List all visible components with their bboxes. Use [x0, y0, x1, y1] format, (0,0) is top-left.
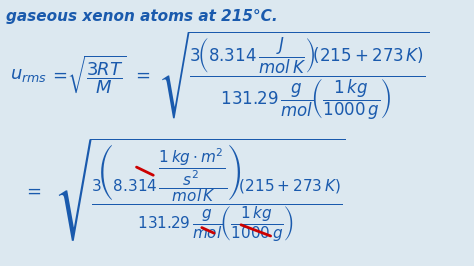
Text: $=$: $=$	[132, 66, 150, 84]
Text: $u_{rms}$: $u_{rms}$	[10, 66, 47, 84]
Text: $=$: $=$	[49, 66, 68, 84]
Text: $=$: $=$	[23, 182, 42, 200]
Text: $\sqrt{\dfrac{3\!\left(8.314\,\dfrac{J}{mol\,K}\right)\!(215+273\,K)}{131.29\,\d: $\sqrt{\dfrac{3\!\left(8.314\,\dfrac{J}{…	[158, 29, 429, 122]
Text: gaseous xenon atoms at 215°C.: gaseous xenon atoms at 215°C.	[6, 9, 277, 24]
Text: $\sqrt{\dfrac{3\!\left(8.314\,\dfrac{\dfrac{1\,kg\cdot m^{2}}{s^{2}}}{mol\,K}\ri: $\sqrt{\dfrac{3\!\left(8.314\,\dfrac{\df…	[54, 138, 346, 244]
Text: $\sqrt{\dfrac{3RT}{M}}$: $\sqrt{\dfrac{3RT}{M}}$	[67, 54, 127, 96]
